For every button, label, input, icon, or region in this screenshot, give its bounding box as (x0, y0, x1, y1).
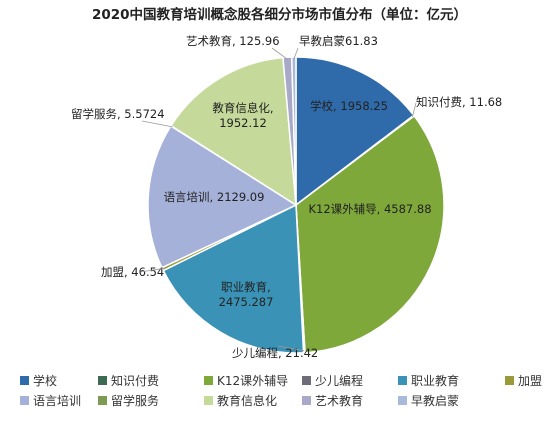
legend-swatch (98, 376, 107, 385)
legend-item: 学校 (20, 373, 57, 388)
legend-label: 语言培训 (33, 393, 81, 408)
slice-label: 早教启蒙61.83 (299, 34, 378, 48)
leader-line (412, 102, 417, 118)
pie-slice (290, 56, 297, 206)
pie-slice (295, 56, 415, 207)
slice-label: 艺术教育, 125.96 (186, 34, 280, 48)
leader-line (271, 47, 288, 60)
slice-label: 留学服务, 5.5724 (71, 107, 165, 121)
legend-label: 少儿编程 (315, 373, 363, 388)
pie-slice (147, 124, 298, 269)
legend-swatch (20, 376, 29, 385)
legend-label: 知识付费 (111, 374, 159, 388)
legend-label: 加盟 (518, 374, 542, 388)
legend-swatch (398, 396, 407, 405)
leader-line (141, 120, 173, 128)
legend-swatch (204, 376, 213, 385)
legend-item: 少儿编程 (302, 373, 363, 388)
pie-slice (170, 56, 297, 207)
legend-label: 艺术教育 (315, 393, 363, 408)
legend-label: 职业教育 (411, 373, 459, 388)
slice-label: 语言培训, 2129.09 (164, 190, 265, 204)
leader-line (277, 345, 305, 352)
pie-slices (147, 56, 445, 354)
pie-slice (162, 203, 305, 354)
legend-item: 语言培训 (20, 393, 81, 408)
legend-item: 职业教育 (398, 373, 459, 388)
slice-label: 少儿编程, 21.42 (232, 346, 318, 360)
leader-line (293, 47, 299, 60)
legend-label: K12课外辅导 (217, 374, 288, 388)
slice-label: 加盟, 46.54 (101, 265, 164, 279)
legend-item: 加盟 (505, 374, 542, 388)
legend-label: 教育信息化 (217, 393, 277, 408)
leader-line (139, 267, 165, 273)
legend-swatch (204, 396, 213, 405)
legend-label: 学校 (33, 373, 57, 388)
slice-label: 职业教育, 2475.287 (219, 280, 274, 309)
legend-swatch (302, 376, 311, 385)
slice-label: 知识付费, 11.68 (416, 95, 502, 109)
slice-label: 学校, 1958.25 (310, 99, 388, 113)
legend-swatch (98, 396, 107, 405)
legend-swatch (302, 396, 311, 405)
legend-item: 知识付费 (98, 374, 159, 388)
slice-label: K12课外辅导, 4587.88 (308, 202, 431, 216)
chart-title: 2020中国教育培训概念股各细分市场市值分布（单位：亿元） (92, 6, 467, 23)
legend-item: 教育信息化 (204, 393, 277, 408)
slice-label: 教育信息化, 1952.12 (212, 101, 273, 130)
legend-item: 留学服务 (98, 393, 159, 408)
legend-swatch (398, 376, 407, 385)
pie-slice (295, 114, 445, 354)
legend-item: K12课外辅导 (204, 374, 288, 388)
legend-swatch (505, 376, 514, 385)
legend-label: 早教启蒙 (411, 393, 459, 408)
legend-swatch (20, 396, 29, 405)
legend-item: 早教启蒙 (398, 393, 459, 408)
slice-labels: 学校, 1958.25 知识付费, 11.68 K12课外辅导, 4587.88 少儿… (71, 34, 502, 360)
legend-item: 艺术教育 (302, 393, 363, 408)
legend-label: 留学服务 (111, 393, 159, 408)
